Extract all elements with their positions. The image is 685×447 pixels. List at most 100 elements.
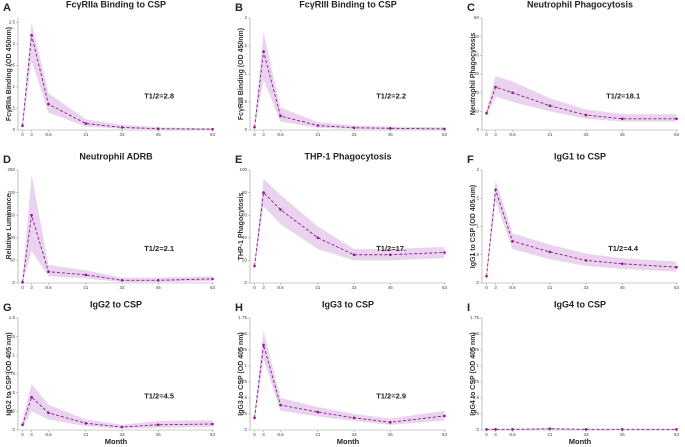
y-tick-label: 2 bbox=[244, 15, 247, 20]
half-life-annotation: T1/2=2.1 bbox=[144, 244, 174, 253]
data-point bbox=[253, 416, 256, 420]
x-tick-label: 0 bbox=[485, 432, 488, 437]
y-axis-label: Relative Luminance bbox=[6, 194, 13, 260]
x-tick-label: 63 bbox=[210, 285, 216, 290]
data-point bbox=[485, 111, 488, 115]
x-tick-label: 8.6 bbox=[509, 285, 516, 290]
data-point bbox=[584, 113, 588, 117]
data-point bbox=[279, 403, 282, 407]
y-axis-label: IgG4 to CSP (OD 405 nm) bbox=[470, 332, 477, 416]
data-point bbox=[262, 50, 265, 53]
y-tick-label: 60 bbox=[242, 212, 248, 217]
data-point bbox=[675, 117, 678, 121]
panel-title: IgG1 to CSP bbox=[554, 151, 606, 161]
x-tick-label: 3 bbox=[262, 132, 265, 137]
data-point bbox=[30, 395, 33, 399]
confidence-band bbox=[486, 75, 677, 122]
mean-line bbox=[22, 35, 213, 130]
x-tick-label: 63 bbox=[674, 432, 680, 437]
x-tick-label: 21 bbox=[315, 432, 321, 437]
y-tick-label: 0.5 bbox=[9, 390, 16, 395]
y-axis-label: FcγRIIa Binding (OD 450nm) bbox=[6, 27, 13, 121]
y-tick-label: 200 bbox=[7, 190, 15, 195]
y-axis-label: THP-1 Phagocytosis bbox=[238, 193, 245, 261]
x-tick-label: 0 bbox=[21, 285, 24, 290]
data-point bbox=[511, 91, 514, 94]
panel-title: Neutrophil ADRB bbox=[79, 151, 153, 161]
data-point bbox=[620, 262, 624, 266]
x-tick-label: 8.6 bbox=[509, 432, 516, 437]
x-tick-label: 33 bbox=[120, 432, 126, 437]
y-tick-label: 1 bbox=[476, 363, 479, 368]
y-tick-label: 250 bbox=[7, 167, 15, 172]
data-point bbox=[21, 124, 24, 127]
panel-letter: A bbox=[3, 2, 11, 14]
y-tick-label: 0.25 bbox=[6, 409, 15, 414]
data-point bbox=[494, 188, 497, 192]
x-tick-label: 3 bbox=[30, 432, 33, 437]
data-point bbox=[388, 127, 392, 130]
panel-title: IgG2 to CSP bbox=[90, 299, 142, 309]
y-axis-label: IgG3 to CSP (OD 405 nm) bbox=[238, 332, 245, 416]
data-point bbox=[156, 127, 160, 131]
confidence-band bbox=[254, 179, 445, 270]
y-tick-label: 1.5 bbox=[241, 43, 248, 48]
data-point bbox=[120, 278, 124, 282]
data-point bbox=[511, 428, 514, 431]
y-axis-label: IgG2 to CSP (OD 405 nm) bbox=[6, 332, 13, 416]
panel-letter: H bbox=[235, 302, 243, 314]
half-life-annotation: T1/2=4.5 bbox=[144, 391, 174, 400]
y-tick-label: 0 bbox=[244, 127, 247, 132]
y-tick-label: 40 bbox=[242, 235, 248, 240]
data-point bbox=[211, 422, 214, 426]
data-point bbox=[47, 411, 50, 415]
y-tick-label: 1.5 bbox=[241, 331, 248, 336]
y-tick-label: 2 bbox=[12, 41, 15, 46]
y-tick-label: 100 bbox=[239, 167, 247, 172]
y-tick-label: 2.5 bbox=[9, 19, 16, 24]
x-tick-label: 3 bbox=[494, 285, 497, 290]
data-point bbox=[584, 259, 588, 262]
x-tick-label: 21 bbox=[83, 285, 89, 290]
data-point bbox=[620, 428, 624, 431]
x-tick-label: 45 bbox=[156, 132, 162, 137]
x-axis-label: Month bbox=[337, 437, 360, 446]
x-tick-label: 33 bbox=[584, 432, 590, 437]
data-point bbox=[494, 428, 497, 431]
data-point bbox=[485, 274, 488, 278]
x-tick-label: 63 bbox=[210, 132, 216, 137]
x-tick-label: 33 bbox=[584, 132, 590, 137]
y-tick-label: 0.5 bbox=[9, 106, 16, 111]
y-tick-label: 0 bbox=[476, 280, 479, 285]
data-point bbox=[84, 122, 88, 125]
y-tick-label: 0 bbox=[12, 280, 15, 285]
x-tick-label: 33 bbox=[120, 132, 126, 137]
y-tick-label: 80 bbox=[242, 190, 248, 195]
y-tick-label: 1.5 bbox=[9, 315, 16, 320]
data-point bbox=[443, 251, 446, 254]
x-tick-label: 8.6 bbox=[277, 132, 284, 137]
x-tick-label: 33 bbox=[352, 285, 358, 290]
y-tick-label: 150 bbox=[7, 212, 15, 217]
y-tick-label: 0.5 bbox=[473, 252, 480, 257]
data-point bbox=[156, 278, 160, 282]
data-point bbox=[211, 277, 214, 281]
data-point bbox=[443, 414, 446, 418]
data-point bbox=[253, 125, 256, 129]
y-tick-label: 1 bbox=[12, 84, 15, 89]
y-tick-label: 0.25 bbox=[238, 411, 247, 416]
y-tick-label: 50 bbox=[474, 34, 480, 39]
x-tick-label: 3 bbox=[262, 432, 265, 437]
y-tick-label: 0.75 bbox=[470, 379, 479, 384]
x-tick-label: 63 bbox=[674, 132, 680, 137]
confidence-band bbox=[486, 180, 677, 279]
x-tick-label: 21 bbox=[547, 432, 553, 437]
x-tick-label: 3 bbox=[262, 285, 265, 290]
panel-letter: F bbox=[467, 154, 474, 166]
x-tick-label: 45 bbox=[388, 285, 394, 290]
y-tick-label: 0 bbox=[476, 127, 479, 132]
panel-letter: B bbox=[235, 2, 243, 14]
y-tick-label: 60 bbox=[474, 15, 480, 20]
panel-title: Neutrophil Phagocytosis bbox=[527, 0, 633, 9]
